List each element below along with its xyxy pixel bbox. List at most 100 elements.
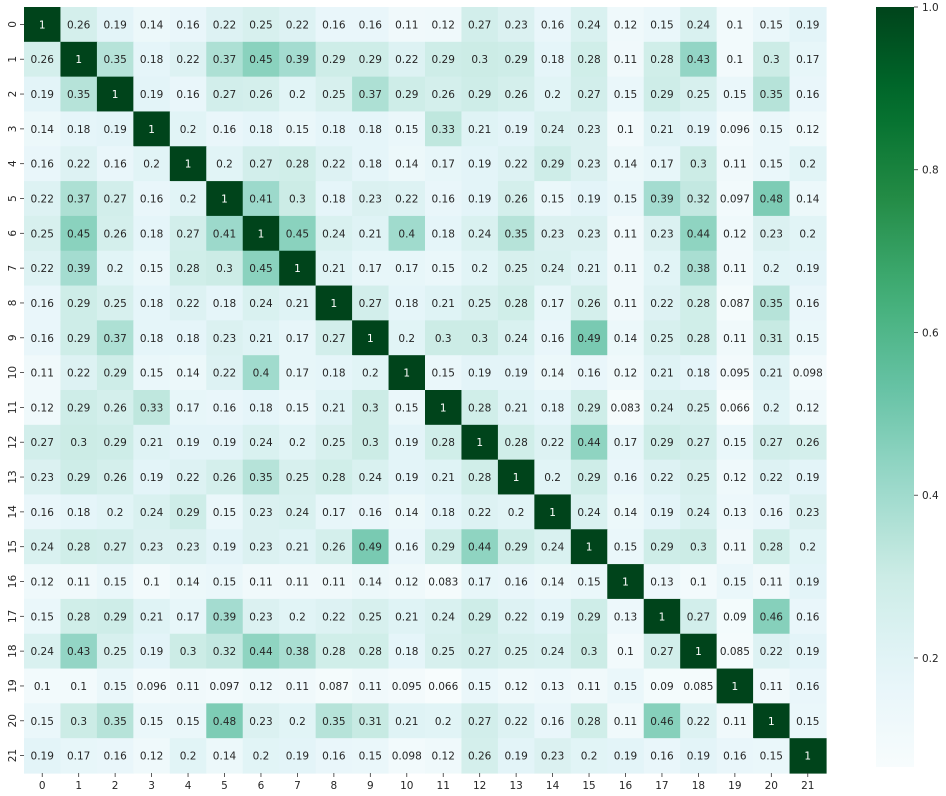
heatmap-cell-label: 1	[549, 507, 556, 519]
heatmap-cell-label: 0.12	[504, 681, 527, 693]
heatmap-cell	[242, 598, 280, 635]
heatmap-cell-label: 0.24	[322, 228, 346, 240]
heatmap-cell	[789, 390, 827, 426]
y-tick-label: 3	[7, 126, 19, 133]
heatmap-cell-label: 0.16	[541, 716, 565, 728]
heatmap-cell	[716, 76, 754, 113]
heatmap-cell	[716, 738, 754, 774]
heatmap-cell	[753, 111, 791, 147]
heatmap-cell	[242, 7, 280, 43]
heatmap-cell-label: 0.23	[213, 333, 236, 345]
colorbar-tick-label: 0.2	[922, 653, 939, 665]
heatmap-cell-label: 1	[403, 368, 410, 380]
heatmap-cell-label: 0.23	[577, 124, 600, 136]
heatmap-cell-label: 0.15	[31, 716, 54, 728]
heatmap-cell	[753, 76, 791, 113]
heatmap-cell-label: 0.19	[31, 751, 54, 763]
heatmap-cell	[169, 181, 207, 217]
heatmap-cell	[242, 703, 280, 739]
heatmap-cell	[388, 703, 426, 739]
heatmap-cell-label: 0.11	[395, 19, 418, 31]
heatmap-cell	[133, 424, 171, 461]
heatmap-cell-label: 0.22	[322, 159, 345, 171]
heatmap-cell-label: 0.3	[690, 542, 707, 554]
heatmap-cell-label: 0.2	[143, 159, 160, 171]
heatmap-cell	[169, 111, 207, 147]
heatmap-cell-label: 0.11	[249, 577, 272, 589]
heatmap-cell-label: 0.14	[614, 333, 638, 345]
heatmap-cell-label: 0.25	[687, 472, 710, 484]
heatmap-cell-label: 0.24	[31, 542, 55, 554]
heatmap-cell	[570, 285, 608, 321]
heatmap-cell	[133, 633, 171, 670]
heatmap-cell	[497, 320, 535, 356]
heatmap-cell-label: 0.2	[763, 263, 780, 275]
heatmap-cell-label: 1	[695, 646, 702, 658]
heatmap-cell	[279, 668, 317, 704]
heatmap-cell-label: 0.15	[359, 751, 382, 763]
heatmap-cell	[607, 215, 645, 252]
heatmap-cell	[206, 146, 244, 182]
heatmap-cell-label: 0.11	[760, 577, 783, 589]
heatmap-cell-label: 0.46	[650, 716, 674, 728]
heatmap-cell	[570, 7, 608, 43]
heatmap-cell-label: 0.27	[359, 298, 382, 310]
heatmap-cell	[789, 285, 827, 321]
heatmap-cell-label: 0.27	[176, 228, 199, 240]
heatmap-cell	[169, 738, 207, 774]
heatmap-cell-label: 0.25	[286, 472, 309, 484]
heatmap-cell-label: 0.22	[176, 54, 199, 66]
heatmap-cell	[352, 250, 390, 287]
heatmap-cell-label: 0.15	[176, 716, 199, 728]
heatmap-cell-label: 0.15	[395, 124, 418, 136]
heatmap-cell	[60, 598, 98, 635]
heatmap-cell-label: 0.15	[286, 402, 309, 414]
heatmap-cell-label: 0.27	[103, 194, 126, 206]
heatmap-cell	[643, 564, 681, 600]
heatmap-cell-label: 0.28	[468, 472, 491, 484]
heatmap-cell-label: 0.12	[796, 402, 819, 414]
heatmap-cell-label: 0.19	[286, 751, 309, 763]
heatmap-cell	[279, 459, 317, 496]
heatmap-cell	[716, 7, 754, 43]
heatmap-cell	[279, 355, 317, 391]
heatmap-cell-label: 0.17	[359, 263, 382, 275]
heatmap-cell	[315, 494, 353, 530]
heatmap-cell	[242, 215, 280, 252]
heatmap-cell	[461, 494, 499, 530]
heatmap-cell-label: 0.3	[435, 333, 452, 345]
heatmap-cell-label: 0.28	[322, 646, 345, 658]
heatmap-cell	[461, 529, 499, 565]
heatmap-cell-label: 0.28	[760, 542, 783, 554]
heatmap-cell	[789, 76, 827, 113]
heatmap-cell-label: 0.17	[614, 437, 637, 449]
heatmap-cell-label: 0.16	[577, 368, 601, 380]
heatmap-cell-label: 0.3	[216, 263, 233, 275]
heatmap-cell	[570, 633, 608, 670]
heatmap-cell-label: 0.15	[614, 194, 637, 206]
heatmap-cell	[242, 250, 280, 287]
heatmap-cell-label: 0.1	[617, 646, 634, 658]
heatmap-cell	[24, 146, 62, 182]
heatmap-cell	[716, 564, 754, 600]
heatmap-cell	[315, 215, 353, 252]
heatmap-cell	[24, 494, 62, 530]
heatmap-cell-label: 0.18	[359, 159, 382, 171]
heatmap-cell	[497, 250, 535, 287]
heatmap-cell-label: 0.27	[577, 89, 600, 101]
heatmap-cell	[643, 668, 681, 704]
heatmap-cell-label: 0.15	[796, 333, 819, 345]
heatmap-cell-label: 0.23	[31, 472, 54, 484]
heatmap-cell-label: 0.3	[763, 54, 780, 66]
heatmap-cell-label: 0.12	[723, 472, 746, 484]
heatmap-cell-label: 0.14	[614, 159, 638, 171]
heatmap-cell-label: 0.22	[176, 298, 199, 310]
heatmap-cell-label: 0.29	[468, 611, 491, 623]
heatmap-cell-label: 0.15	[31, 611, 54, 623]
heatmap-cell	[534, 424, 572, 461]
heatmap-cell	[680, 529, 718, 565]
heatmap-cell	[242, 146, 280, 182]
heatmap-cell	[753, 7, 791, 43]
heatmap-cell	[789, 459, 827, 496]
heatmap-cell	[461, 250, 499, 287]
